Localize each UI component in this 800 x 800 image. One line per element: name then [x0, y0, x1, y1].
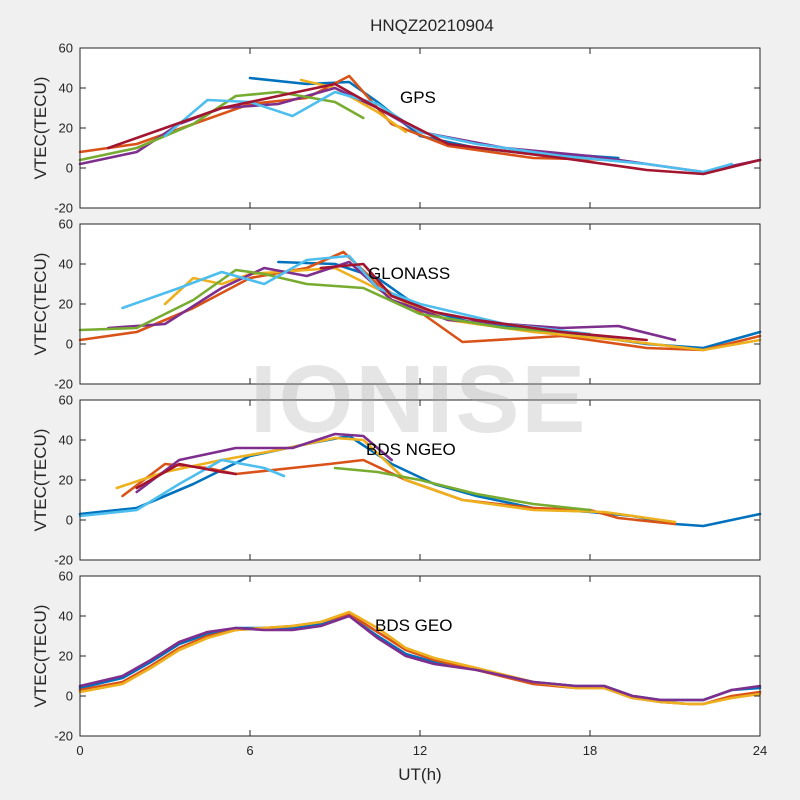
series-line-7: [319, 262, 649, 342]
y-tick-label: 60: [59, 41, 73, 56]
series-line-6: [78, 458, 286, 518]
y-tick-label: 0: [66, 337, 73, 352]
y-tick-label: 40: [59, 257, 73, 272]
series-line-6: [121, 254, 592, 336]
subplot-1: -20 0 20 40 60 VTEC(TECU) GPS: [31, 41, 762, 216]
y-tick-label: 40: [59, 433, 73, 448]
y-tick-label: 60: [59, 569, 73, 584]
y-axis-label: VTEC(TECU): [31, 77, 50, 180]
y-tick-label: -20: [54, 729, 73, 744]
x-tick-label: 12: [413, 743, 427, 758]
y-axis-label: VTEC(TECU): [31, 429, 50, 532]
x-tick-label: 6: [246, 743, 253, 758]
plot-area: [80, 48, 760, 208]
series-line-5: [333, 466, 592, 512]
x-tick-label: 24: [753, 743, 767, 758]
series-line-2: [78, 250, 762, 352]
panel-annotation: GPS: [400, 88, 436, 107]
x-tick-label: 0: [76, 743, 83, 758]
series-line-5: [78, 90, 365, 162]
series-line-3: [78, 610, 762, 706]
y-tick-label: 20: [59, 649, 73, 664]
y-tick-label: 40: [59, 609, 73, 624]
y-tick-label: 0: [66, 161, 73, 176]
y-tick-label: -20: [54, 553, 73, 568]
y-tick-label: 60: [59, 217, 73, 232]
subplot-2: -20 0 20 40 60 VTEC(TECU) GLONASS: [31, 217, 762, 392]
series-line-7: [107, 82, 762, 176]
y-tick-label: -20: [54, 201, 73, 216]
series-line-5: [78, 268, 592, 336]
y-tick-label: 20: [59, 297, 73, 312]
y-tick-label: -20: [54, 377, 73, 392]
series-line-3: [299, 78, 408, 134]
y-tick-label: 0: [66, 689, 73, 704]
series-group: [78, 250, 762, 352]
subplot-3: -20 0 20 40 60 VTEC(TECU) BDS NGEO: [31, 393, 762, 568]
series-line-7: [135, 462, 238, 490]
y-tick-label: 20: [59, 121, 73, 136]
series-group: [78, 432, 762, 528]
series-group: [78, 74, 762, 176]
figure-title: HNQZ20210904: [370, 16, 494, 35]
y-tick-label: 20: [59, 473, 73, 488]
panel-annotation: GLONASS: [368, 264, 450, 283]
series-line-4: [135, 432, 394, 494]
y-tick-label: 60: [59, 393, 73, 408]
y-axis-label: VTEC(TECU): [31, 605, 50, 708]
y-tick-label: 0: [66, 513, 73, 528]
x-tick-label: 18: [583, 743, 597, 758]
series-line-3: [115, 436, 677, 524]
panel-annotation: BDS GEO: [375, 616, 452, 635]
series-group: [78, 610, 762, 706]
y-tick-label: 40: [59, 81, 73, 96]
y-axis-label: VTEC(TECU): [31, 253, 50, 356]
panel-annotation: BDS NGEO: [366, 440, 456, 459]
series-line-4: [107, 260, 677, 342]
series-line-4: [78, 614, 762, 702]
x-axis-label: UT(h): [398, 765, 441, 784]
